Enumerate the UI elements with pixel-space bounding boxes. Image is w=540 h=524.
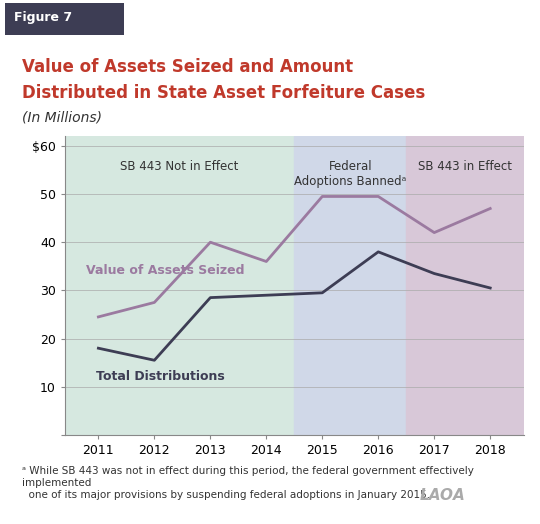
Text: Distributed in State Asset Forfeiture Cases: Distributed in State Asset Forfeiture Ca… bbox=[22, 84, 425, 102]
Text: Total Distributions: Total Distributions bbox=[96, 369, 224, 383]
Text: SB 443 Not in Effect: SB 443 Not in Effect bbox=[120, 160, 239, 173]
FancyBboxPatch shape bbox=[5, 3, 124, 35]
Bar bbox=[406, 136, 524, 435]
Text: LAOA: LAOA bbox=[420, 488, 465, 503]
Bar bbox=[294, 136, 406, 435]
Text: Federal
Adoptions Bannedᵃ: Federal Adoptions Bannedᵃ bbox=[294, 160, 407, 188]
Text: Figure 7: Figure 7 bbox=[14, 11, 72, 24]
Text: Value of Assets Seized and Amount: Value of Assets Seized and Amount bbox=[22, 58, 353, 75]
Text: SB 443 in Effect: SB 443 in Effect bbox=[418, 160, 512, 173]
Text: Value of Assets Seized: Value of Assets Seized bbox=[86, 264, 245, 277]
Bar bbox=[65, 136, 294, 435]
Text: ᵃ While SB 443 was not in effect during this period, the federal government effe: ᵃ While SB 443 was not in effect during … bbox=[22, 466, 474, 499]
Text: (In Millions): (In Millions) bbox=[22, 110, 102, 124]
